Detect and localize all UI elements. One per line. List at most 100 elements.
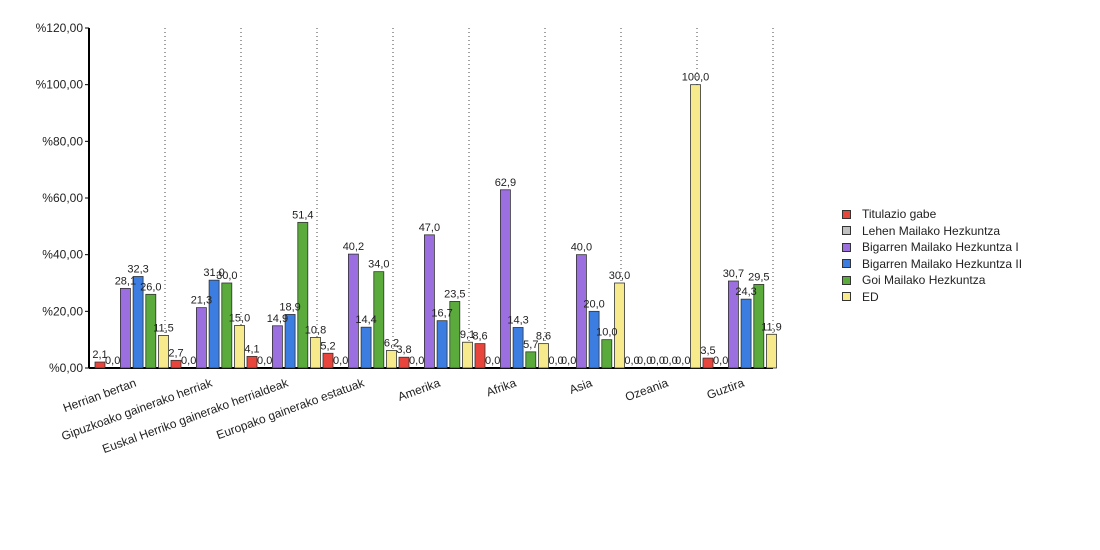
data-label: 0,0 <box>485 355 500 367</box>
legend-swatch <box>842 242 851 252</box>
data-label: 6,2 <box>384 337 399 349</box>
data-label: 3,8 <box>396 344 411 356</box>
data-label: 0,0 <box>548 355 563 367</box>
tick-labels: %0,00 %20,00 %40,00 %60,00 %80,00 %100,00 %120… <box>36 21 747 456</box>
bar <box>398 356 410 369</box>
legend-item: Titulazio gabe <box>842 206 1022 222</box>
data-label: 14,9 <box>267 313 288 325</box>
bar <box>740 298 752 369</box>
bar <box>94 361 106 369</box>
data-label: 28,1 <box>115 275 136 287</box>
bar <box>145 293 157 369</box>
legend: Titulazio gabe Lehen Mailako Hezkuntza Big… <box>842 206 1022 305</box>
bar <box>753 284 765 369</box>
bar <box>499 189 511 369</box>
data-label: 40,2 <box>343 241 364 253</box>
data-label: 31,0 <box>203 267 224 279</box>
data-label: 0,0 <box>561 355 576 367</box>
bar <box>234 325 245 369</box>
data-label: 14,4 <box>355 314 376 326</box>
bar <box>158 335 169 369</box>
legend-item: Goi Mailako Hezkuntza <box>842 272 1022 288</box>
bar <box>347 253 359 369</box>
bar <box>436 320 448 369</box>
y-tick-label: %40,00 <box>42 248 83 262</box>
bar <box>601 339 613 369</box>
data-label: 40,0 <box>571 242 592 254</box>
bar <box>322 352 334 369</box>
bar <box>538 343 549 369</box>
y-tick-label: %60,00 <box>42 191 83 205</box>
data-label: 0,0 <box>662 355 677 367</box>
bar <box>284 314 296 369</box>
data-label: 21,3 <box>191 295 212 307</box>
data-label: 30,0 <box>216 270 237 282</box>
data-label: 32,3 <box>127 263 148 275</box>
bar <box>373 271 385 369</box>
data-label: 100,0 <box>682 72 710 84</box>
bar <box>474 343 486 369</box>
bar <box>576 254 587 369</box>
data-label: 2,1 <box>92 349 107 361</box>
x-tick-label: Asia <box>567 376 594 397</box>
data-label: 24,3 <box>735 286 756 298</box>
bar <box>310 336 321 369</box>
bar <box>588 310 600 369</box>
legend-item: Lehen Mailako Hezkuntza <box>842 223 1022 239</box>
data-labels: 2,10,028,132,326,011,52,70,021,331,030,0… <box>92 72 781 367</box>
bar <box>360 326 372 369</box>
legend-label: Titulazio gabe <box>862 207 937 221</box>
bar <box>386 350 397 369</box>
data-label: 10,8 <box>305 324 326 336</box>
bars <box>94 84 777 369</box>
bar <box>120 287 131 369</box>
data-label: 51,4 <box>292 209 313 221</box>
legend-swatch <box>842 275 851 285</box>
data-label: 62,9 <box>495 177 516 189</box>
legend-label: Bigarren Mailako Hezkuntza II <box>862 256 1023 271</box>
x-tick-label: Ozeania <box>623 376 670 405</box>
data-label: 15,0 <box>229 313 250 325</box>
bar <box>297 221 309 369</box>
x-tick-label: Afrika <box>484 376 518 400</box>
data-label: 18,9 <box>279 301 300 313</box>
bar <box>690 84 701 369</box>
bar <box>195 307 207 369</box>
data-label: 30,7 <box>723 268 744 280</box>
legend-label: Goi Mailako Hezkuntza <box>862 273 986 287</box>
bar <box>423 234 435 369</box>
data-label: 20,0 <box>583 298 604 310</box>
y-tick-label: %100,00 <box>36 78 84 92</box>
data-label: 0,0 <box>409 355 424 367</box>
legend-swatch <box>842 209 851 219</box>
legend-swatch <box>842 259 851 268</box>
legend-label: Bigarren Mailako Hezkuntza I <box>862 240 1019 254</box>
data-label: 4,1 <box>244 343 259 355</box>
data-label: 47,0 <box>419 222 440 234</box>
bar <box>512 327 524 369</box>
bar <box>221 282 233 369</box>
bar <box>702 357 714 369</box>
y-tick-label: %20,00 <box>42 304 83 318</box>
y-tick-label: %80,00 <box>42 134 83 148</box>
data-label: 2,7 <box>168 347 183 359</box>
data-label: 30,0 <box>609 270 630 282</box>
data-label: 14,3 <box>507 314 528 326</box>
bar <box>170 359 182 369</box>
data-label: 0,0 <box>713 355 728 367</box>
bar <box>728 280 739 369</box>
data-label: 34,0 <box>368 259 389 271</box>
bar <box>525 351 537 369</box>
bar <box>766 333 777 369</box>
data-label: 9,1 <box>460 329 475 341</box>
data-label: 0,0 <box>675 355 690 367</box>
bar <box>462 341 473 369</box>
x-tick-label: Amerika <box>396 376 442 404</box>
legend-item: ED <box>842 289 1022 305</box>
data-label: 23,5 <box>444 288 465 300</box>
legend-item: Bigarren Mailako Hezkuntza I <box>842 239 1022 255</box>
bar <box>132 276 144 369</box>
data-label: 0,0 <box>181 355 196 367</box>
data-label: 29,5 <box>748 271 769 283</box>
data-label: 8,6 <box>472 331 487 343</box>
